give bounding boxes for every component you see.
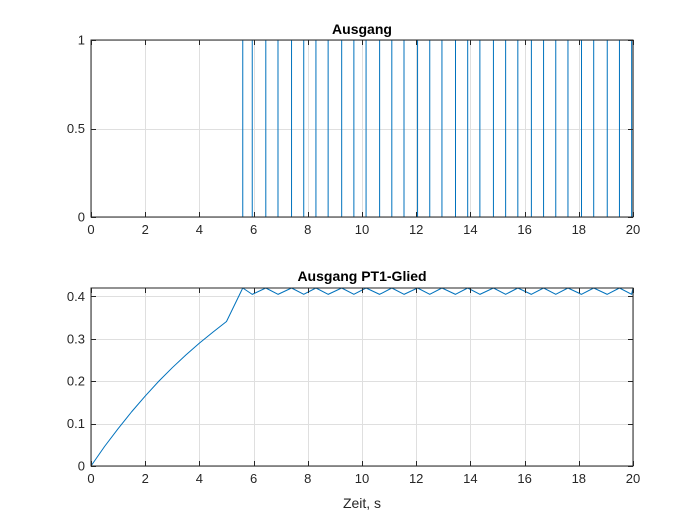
subplot-pt1-x-tick-label: 4 xyxy=(196,471,203,486)
subplot-output-x-tick-label: 8 xyxy=(304,222,311,237)
subplot-pt1-x-tick-label: 20 xyxy=(626,471,640,486)
subplot-output-y-tick-label: 0 xyxy=(78,210,85,225)
subplot-output: 0 2 4 6 8 10 12 14 16 18 20 0 0.5 1 Ausgang xyxy=(67,21,640,237)
subplot-output-x-tick-label: 10 xyxy=(355,222,369,237)
subplot-pt1-x-tick-label: 0 xyxy=(87,471,94,486)
subplot-output-x-tick-label: 14 xyxy=(463,222,477,237)
subplot-pt1-y-tick-label: 0.4 xyxy=(67,289,85,304)
subplot-output-x-tick-label: 4 xyxy=(196,222,203,237)
subplot-pt1-series-line xyxy=(90,287,634,467)
subplot-pt1-x-tick-label: 18 xyxy=(572,471,586,486)
subplot-output-x-tick-label: 0 xyxy=(87,222,94,237)
subplot-pt1-y-tick-label: 0.1 xyxy=(67,416,85,431)
subplot-pt1-x-tick-label: 8 xyxy=(304,471,311,486)
subplot-pt1: 0 2 4 6 8 10 12 14 16 18 20 0 0.1 0.2 0.3 0.4 Ausgang P… xyxy=(67,268,640,511)
subplot-output-title: Ausgang xyxy=(332,21,392,37)
subplot-pt1-y-tick-label: 0.3 xyxy=(67,331,85,346)
subplot-output-x-tick-label: 16 xyxy=(517,222,531,237)
subplot-pt1-x-tick-label: 14 xyxy=(463,471,477,486)
subplot-pt1-x-tick-label: 6 xyxy=(250,471,257,486)
subplot-pt1-y-tick-label: 0 xyxy=(78,459,85,474)
subplot-output-x-tick-label: 6 xyxy=(250,222,257,237)
subplot-output-x-tick-label: 12 xyxy=(409,222,423,237)
subplot-pt1-x-tick-label: 2 xyxy=(142,471,149,486)
subplot-pt1-x-tick-label: 12 xyxy=(409,471,423,486)
subplot-pt1-x-tick-label: 16 xyxy=(517,471,531,486)
subplot-pt1-ticks: 0 2 4 6 8 10 12 14 16 18 20 0 0.1 0.2 0.3 0.4 xyxy=(67,288,640,486)
subplot-pt1-y-tick-label: 0.2 xyxy=(67,374,85,389)
subplot-output-ticks: 0 2 4 6 8 10 12 14 16 18 20 0 0.5 1 xyxy=(67,33,640,238)
subplot-output-x-tick-label: 20 xyxy=(626,222,640,237)
subplot-output-x-tick-label: 2 xyxy=(142,222,149,237)
subplot-output-y-tick-label: 1 xyxy=(78,33,85,48)
subplot-output-x-tick-label: 18 xyxy=(572,222,586,237)
subplot-pt1-x-tick-label: 10 xyxy=(355,471,369,486)
subplot-pt1-title: Ausgang PT1-Glied xyxy=(297,268,426,284)
subplot-output-y-tick-label: 0.5 xyxy=(67,121,85,136)
subplot-pt1-x-axis-label: Zeit, s xyxy=(343,495,381,511)
